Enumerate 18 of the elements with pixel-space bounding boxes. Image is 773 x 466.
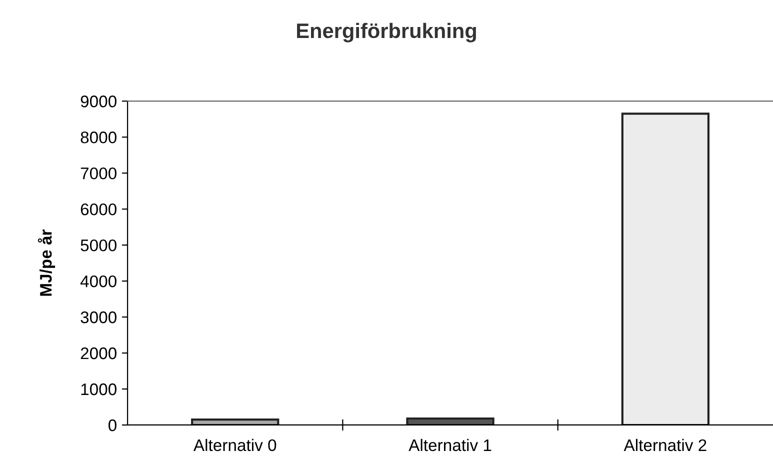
y-tick-label: 5000	[80, 239, 116, 252]
y-tick-label: 1000	[81, 383, 116, 396]
chart-title: Energiförbrukning	[297, 22, 476, 42]
bar	[406, 417, 494, 425]
x-tick-label: Alternativ 2	[624, 438, 706, 452]
y-tick-label: 8000	[80, 132, 116, 144]
y-axis-title: MJ/pe år	[38, 229, 56, 296]
y-tick-label: 3000	[80, 311, 116, 324]
x-tick-label: Alternativ 0	[193, 438, 276, 452]
x-tick-label: Alternativ 1	[408, 438, 492, 452]
bar	[621, 112, 710, 425]
y-tick-label: 2000	[80, 347, 116, 360]
y-tick-label: 6000	[80, 203, 116, 216]
y-tick-label: 4000	[80, 275, 116, 288]
bar	[191, 418, 280, 425]
y-tick-label: 0	[108, 419, 116, 432]
y-tick-label: 9000	[80, 96, 116, 108]
y-tick-label: 7000	[80, 167, 116, 180]
